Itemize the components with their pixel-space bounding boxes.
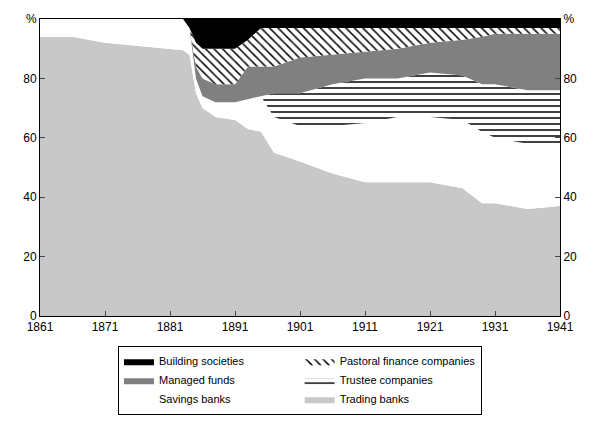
svg-text:Trading banks: Trading banks — [340, 393, 410, 405]
svg-text:40: 40 — [23, 190, 37, 204]
svg-text:60: 60 — [23, 131, 37, 145]
svg-text:40: 40 — [563, 190, 577, 204]
svg-text:80: 80 — [563, 72, 577, 86]
svg-text:1861: 1861 — [27, 320, 54, 334]
svg-text:1931: 1931 — [482, 320, 509, 334]
svg-text:Building societies: Building societies — [159, 355, 244, 367]
svg-text:1911: 1911 — [352, 320, 378, 334]
svg-text:60: 60 — [563, 131, 577, 145]
svg-text:%: % — [563, 12, 574, 26]
svg-text:Pastoral finance companies: Pastoral finance companies — [340, 355, 476, 367]
svg-text:1901: 1901 — [287, 320, 314, 334]
svg-text:80: 80 — [23, 72, 37, 86]
svg-text:0: 0 — [563, 309, 570, 323]
svg-text:%: % — [26, 12, 37, 26]
svg-text:Savings banks: Savings banks — [159, 393, 231, 405]
svg-text:20: 20 — [23, 250, 37, 264]
svg-text:Managed funds: Managed funds — [159, 374, 235, 386]
svg-text:20: 20 — [563, 250, 577, 264]
svg-text:1881: 1881 — [157, 320, 184, 334]
svg-text:0: 0 — [30, 309, 37, 323]
svg-text:1871: 1871 — [92, 320, 119, 334]
svg-text:1941: 1941 — [547, 320, 574, 334]
svg-text:1891: 1891 — [222, 320, 249, 334]
svg-text:1921: 1921 — [417, 320, 444, 334]
svg-text:Trustee companies: Trustee companies — [340, 374, 434, 386]
